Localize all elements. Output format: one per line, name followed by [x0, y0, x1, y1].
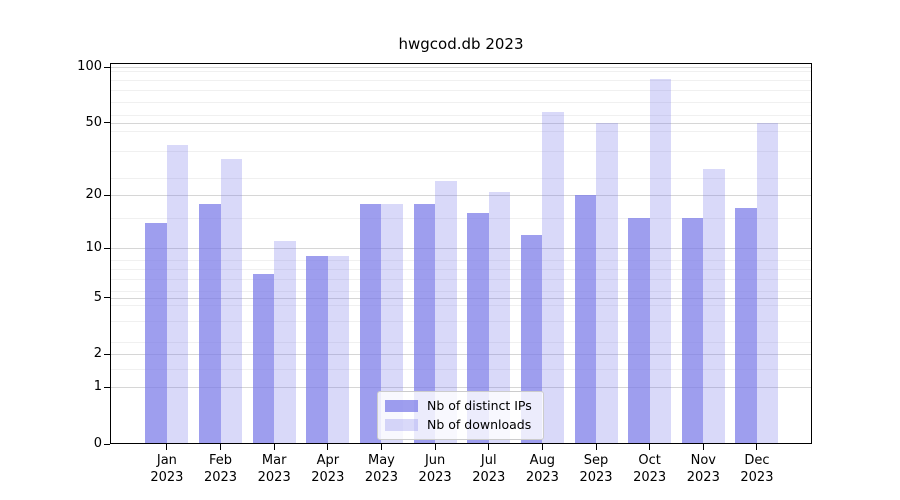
y-tick-label-0: 0 — [93, 436, 102, 451]
bar-ips-dec-2023 — [735, 208, 757, 444]
y-tick-100 — [104, 66, 110, 68]
gridline-minor — [111, 71, 811, 73]
bar-ips-sep-2023 — [574, 195, 597, 444]
x-tick-oct-2023 — [649, 444, 651, 450]
gridline-minor — [111, 151, 811, 153]
x-tick-label-aug-2023: Aug 2023 — [525, 453, 559, 485]
legend-label-distinct-ips: Nb of distinct IPs — [427, 398, 532, 413]
x-tick-label-jan-2023: Jan 2023 — [150, 453, 184, 485]
bar-downloads-dec-2023 — [756, 122, 779, 444]
bar-ips-apr-2023 — [306, 256, 328, 444]
y-tick-label-20: 20 — [85, 187, 102, 203]
y-tick-label-10: 10 — [85, 240, 102, 256]
bar-downloads-nov-2023 — [703, 169, 725, 444]
plot-area — [110, 63, 812, 444]
x-tick-sep-2023 — [595, 444, 597, 450]
gridline-minor — [111, 369, 811, 371]
y-tick-label-100: 100 — [77, 59, 102, 75]
gridline-minor — [111, 260, 811, 262]
x-tick-jan-2023 — [166, 444, 168, 450]
y-tick-2 — [104, 353, 110, 355]
gridline-major-5 — [111, 297, 811, 299]
x-tick-label-nov-2023: Nov 2023 — [686, 453, 720, 485]
x-tick-label-feb-2023: Feb 2023 — [203, 453, 238, 485]
bar-ips-may-2023 — [359, 203, 382, 444]
bar-downloads-oct-2023 — [649, 79, 672, 444]
y-tick-10 — [104, 247, 110, 249]
y-tick-label-50: 50 — [85, 114, 102, 130]
x-tick-mar-2023 — [273, 444, 275, 450]
gridline-minor — [111, 321, 811, 323]
bar-ips-jun-2023 — [413, 203, 436, 444]
x-tick-feb-2023 — [220, 444, 222, 450]
bar-ips-mar-2023 — [252, 274, 275, 444]
x-tick-label-oct-2023: Oct 2023 — [633, 453, 667, 485]
gridline-minor — [111, 279, 811, 281]
gridline-minor — [111, 304, 811, 306]
bar-downloads-mar-2023 — [274, 241, 296, 444]
bar-downloads-feb-2023 — [220, 158, 243, 444]
x-tick-label-dec-2023: Dec 2023 — [740, 453, 774, 485]
x-tick-nov-2023 — [702, 444, 704, 450]
bar-ips-oct-2023 — [628, 217, 650, 444]
legend-swatch-downloads — [385, 419, 418, 431]
x-tick-label-apr-2023: Apr 2023 — [311, 453, 345, 485]
gridline-major-20 — [111, 195, 811, 197]
x-tick-label-jul-2023: Jul 2023 — [472, 453, 506, 485]
y-tick-label-5: 5 — [93, 289, 102, 305]
y-tick-50 — [104, 122, 110, 124]
gridline-minor — [111, 80, 811, 82]
y-tick-1 — [104, 386, 110, 388]
gridline-major-2 — [111, 354, 811, 356]
x-tick-aug-2023 — [541, 444, 543, 450]
x-tick-dec-2023 — [756, 444, 758, 450]
bar-downloads-jan-2023 — [166, 144, 189, 444]
gridline-minor — [111, 131, 811, 133]
bar-ips-feb-2023 — [199, 203, 221, 444]
gridline-minor — [111, 291, 811, 293]
gridline-minor — [111, 101, 811, 103]
bar-ips-nov-2023 — [681, 217, 704, 444]
x-tick-jun-2023 — [434, 444, 436, 450]
x-tick-apr-2023 — [327, 444, 329, 450]
gridline-minor — [111, 90, 811, 92]
bar-downloads-aug-2023 — [542, 112, 564, 444]
bar-downloads-apr-2023 — [327, 256, 350, 444]
bar-ips-jan-2023 — [145, 222, 167, 444]
legend: Nb of distinct IPs Nb of downloads — [377, 391, 544, 440]
gridline-minor — [111, 177, 811, 179]
gridline-minor — [111, 217, 811, 219]
gridline-major-50 — [111, 122, 811, 124]
y-tick-20 — [104, 194, 110, 196]
gridline-major-1 — [111, 387, 811, 389]
gridline-minor — [111, 269, 811, 271]
x-tick-label-jun-2023: Jun 2023 — [418, 453, 452, 485]
chart-title: hwgcod.db 2023 — [398, 35, 524, 53]
x-tick-label-may-2023: May 2023 — [364, 453, 398, 485]
y-tick-0 — [104, 443, 110, 445]
bar-downloads-jun-2023 — [435, 181, 457, 444]
y-tick-label-2: 2 — [93, 346, 102, 362]
gridline-minor — [111, 341, 811, 343]
x-tick-label-sep-2023: Sep 2023 — [579, 453, 613, 485]
gridline-major-10 — [111, 248, 811, 250]
y-tick-5 — [104, 297, 110, 299]
legend-item-distinct-ips: Nb of distinct IPs — [385, 397, 536, 415]
legend-item-downloads: Nb of downloads — [385, 416, 536, 434]
x-tick-may-2023 — [380, 444, 382, 450]
legend-label-downloads: Nb of downloads — [427, 417, 532, 432]
x-tick-jul-2023 — [488, 444, 490, 450]
y-tick-label-1: 1 — [93, 379, 102, 395]
gridline-major-100 — [111, 67, 811, 69]
bar-ips-jul-2023 — [467, 212, 489, 444]
gridline-minor — [111, 115, 811, 117]
bar-downloads-may-2023 — [381, 203, 403, 444]
x-tick-label-mar-2023: Mar 2023 — [257, 453, 291, 485]
legend-swatch-distinct-ips — [385, 400, 418, 412]
bar-downloads-sep-2023 — [596, 122, 618, 444]
bar-downloads-jul-2023 — [488, 191, 511, 444]
